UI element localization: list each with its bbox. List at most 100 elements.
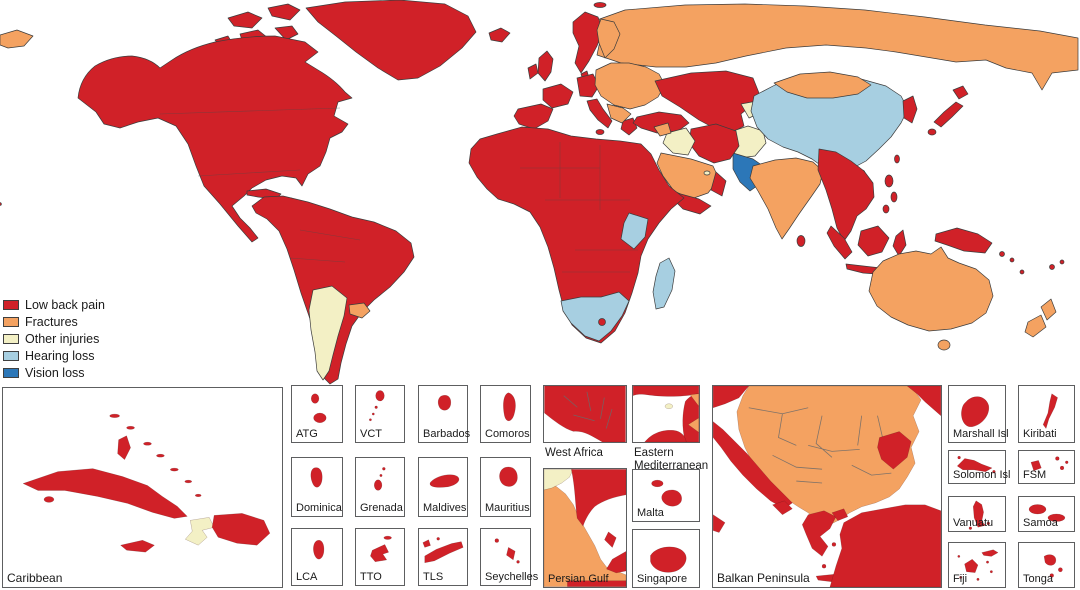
region-syria bbox=[653, 122, 672, 137]
inset-tonga: Tonga bbox=[1018, 542, 1075, 588]
mauritius-island bbox=[499, 466, 518, 487]
tonga-islands bbox=[1043, 554, 1063, 578]
region-iran bbox=[688, 123, 740, 164]
cuba bbox=[22, 468, 188, 519]
legend-label: Vision loss bbox=[25, 365, 85, 380]
tls-islands bbox=[422, 537, 464, 564]
inset-box-tls: TLS bbox=[418, 528, 468, 586]
inset-box-atg: ATG bbox=[291, 385, 343, 443]
inset-box-vct: VCT bbox=[355, 385, 405, 443]
region-new-guinea bbox=[934, 227, 993, 254]
legend-swatch-fractures bbox=[3, 316, 19, 327]
legend-item: Other injuries bbox=[3, 330, 105, 347]
region-uruguay bbox=[348, 302, 371, 319]
legend: Low back pain Fractures Other injuries H… bbox=[3, 296, 105, 381]
eastern-mediterranean-map bbox=[633, 386, 699, 442]
region-iraq bbox=[662, 127, 696, 156]
persian-gulf-map bbox=[544, 469, 626, 587]
bahamas-islands bbox=[109, 413, 202, 498]
na-internal-borders bbox=[159, 107, 341, 177]
fiji-islands bbox=[957, 549, 999, 581]
dominica-island bbox=[310, 467, 323, 488]
region-madagascar bbox=[652, 257, 676, 310]
region-new-zealand bbox=[1024, 298, 1057, 338]
region-eastern-europe bbox=[594, 62, 666, 124]
region-sri-lanka bbox=[796, 235, 806, 247]
vct-islands bbox=[369, 390, 385, 422]
inset-box-lca-label: LCA bbox=[296, 570, 318, 583]
east-med-turkey bbox=[633, 386, 699, 397]
atg-islands bbox=[310, 393, 327, 423]
legend-swatch-low-back-pain bbox=[3, 299, 19, 310]
inset-box-mauritius: Mauritius bbox=[480, 457, 531, 517]
inset-box-lca: LCA bbox=[291, 528, 343, 586]
samoa-islands bbox=[1028, 504, 1066, 522]
west-africa-land bbox=[544, 386, 626, 442]
inset-fsm-label: FSM bbox=[1023, 468, 1047, 481]
inset-box-atg-label: ATG bbox=[296, 427, 318, 440]
inset-box-comoros-label: Comoros bbox=[485, 427, 530, 440]
legend-label: Fractures bbox=[25, 314, 78, 329]
grenada-islands bbox=[374, 467, 386, 491]
mauritius-map bbox=[499, 466, 518, 487]
comoros-island bbox=[503, 392, 516, 421]
inset-caribbean-label: Caribbean bbox=[7, 570, 63, 585]
solomon-map bbox=[956, 455, 996, 474]
legend-label: Other injuries bbox=[25, 331, 100, 346]
tto-islands bbox=[370, 535, 392, 563]
legend-swatch-vision-loss bbox=[3, 367, 19, 378]
region-western-europe bbox=[513, 2, 638, 136]
region-philippines bbox=[882, 174, 898, 214]
inset-box-barbados-label: Barbados bbox=[423, 427, 471, 440]
inset-fsm: FSM bbox=[1018, 450, 1075, 484]
inset-singapore-label: Singapore bbox=[637, 572, 688, 585]
inset-box-vct-label: VCT bbox=[360, 427, 382, 440]
inset-box-seychelles-label: Seychelles bbox=[485, 570, 539, 583]
region-japan bbox=[927, 85, 969, 136]
seychelles-map bbox=[494, 538, 520, 564]
inset-samoa: Samoa bbox=[1018, 496, 1075, 532]
region-taiwan bbox=[894, 154, 900, 164]
balkan-corner-ne bbox=[906, 386, 941, 417]
balkan-italy bbox=[713, 421, 793, 533]
region-finland bbox=[596, 18, 621, 59]
caribbean-map bbox=[22, 413, 271, 553]
legend-item: Fractures bbox=[3, 313, 105, 330]
kiribati-island bbox=[1042, 393, 1058, 430]
jamaica bbox=[120, 539, 155, 553]
dominican-republic bbox=[211, 513, 271, 546]
region-southeast-asia bbox=[817, 148, 875, 242]
inset-caribbean: Caribbean bbox=[2, 387, 283, 588]
east-med-egypt bbox=[644, 429, 687, 442]
region-africa bbox=[468, 126, 685, 344]
fsm-map bbox=[1030, 456, 1069, 472]
malta-map bbox=[651, 479, 682, 507]
inset-box-tls-label: TLS bbox=[423, 570, 444, 583]
vanuatu-islands bbox=[968, 500, 990, 530]
inset-marshall-label: Marshall Isl bbox=[953, 427, 1009, 440]
inset-samoa-label: Samoa bbox=[1023, 516, 1058, 529]
maldives-map bbox=[429, 474, 460, 488]
tls-map bbox=[422, 537, 464, 564]
singapore-map bbox=[650, 546, 687, 573]
region-korea bbox=[902, 95, 918, 124]
singapore-island bbox=[650, 546, 687, 573]
region-pacific-islands bbox=[999, 251, 1065, 275]
inset-west-africa-label: West Africa bbox=[545, 447, 603, 459]
inset-fiji-label: Fiji bbox=[953, 572, 968, 585]
balkan-map bbox=[713, 386, 941, 587]
lca-island bbox=[313, 539, 325, 560]
inset-solomon-label: Solomon Isl bbox=[953, 468, 1011, 481]
comoros-map bbox=[503, 392, 516, 421]
region-greenland bbox=[305, 0, 477, 81]
africa-internal-borders bbox=[520, 142, 638, 273]
inset-kiribati: Kiribati bbox=[1018, 385, 1075, 443]
legend-item: Low back pain bbox=[3, 296, 105, 313]
balkan-turkey bbox=[829, 504, 941, 587]
kiribati-map bbox=[1042, 393, 1058, 430]
inset-box-barbados: Barbados bbox=[418, 385, 471, 443]
sa-internal-borders bbox=[289, 229, 361, 263]
inset-solomon: Solomon Isl bbox=[948, 450, 1010, 484]
inset-vanuatu: Vanuatu bbox=[948, 496, 1006, 532]
